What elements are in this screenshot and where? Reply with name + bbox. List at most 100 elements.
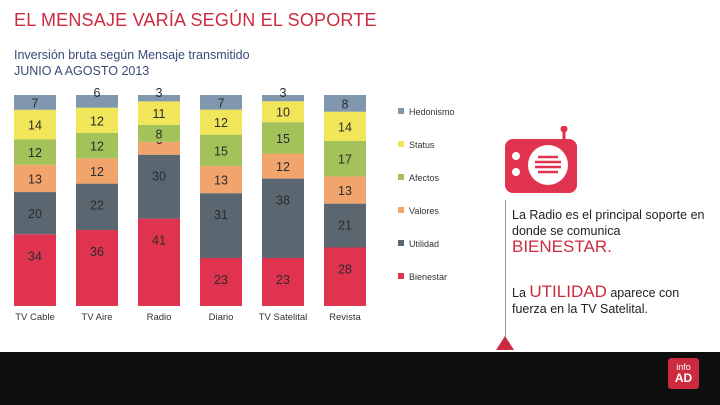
x-tick-label-radio: Radio — [147, 312, 172, 323]
bar-tv-satelital-bienestar — [262, 257, 304, 306]
data-label-radio-hedonismo: 3 — [156, 86, 163, 100]
data-label-tv-satelital-valores: 12 — [276, 160, 290, 174]
data-label-revista-hedonismo: 8 — [342, 97, 349, 111]
bar-tv-satelital-afectos — [262, 122, 304, 154]
chart-subtitle: Inversión bruta según Mensaje transmitid… — [14, 47, 250, 79]
bar-tv-aire-status — [76, 107, 118, 133]
logo-line-1: info — [676, 362, 691, 372]
bar-diario-valores — [200, 166, 242, 194]
satelital-callout-text: aparece con fuerza en la TV Satelital. — [512, 286, 680, 316]
x-tick-label-tv-cable: TV Cable — [15, 312, 55, 323]
bar-revista-hedonismo — [324, 95, 366, 112]
radio-callout-highlight: BIENESTAR. — [512, 237, 612, 256]
x-tick-label-tv-aire: TV Aire — [81, 312, 112, 323]
data-label-tv-aire-bienestar: 36 — [90, 245, 104, 259]
x-tick-label-revista: Revista — [329, 312, 361, 323]
legend-label-status: Status — [409, 140, 435, 150]
data-label-tv-satelital-status: 10 — [276, 106, 290, 120]
callout-divider — [505, 200, 506, 337]
up-arrow-icon — [496, 336, 514, 350]
bar-tv-satelital-utilidad — [262, 178, 304, 258]
satelital-callout: La UTILIDAD aparece con fuerza en la TV … — [512, 282, 712, 317]
bar-revista-valores — [324, 176, 366, 204]
data-label-tv-cable-status: 14 — [28, 119, 42, 133]
data-label-tv-satelital-bienestar: 23 — [276, 273, 290, 287]
data-label-revista-status: 14 — [338, 120, 352, 134]
bar-tv-cable-hedonismo — [14, 95, 56, 110]
legend-swatch-bienestar — [398, 273, 404, 279]
data-label-tv-satelital-utilidad: 38 — [276, 194, 290, 208]
legend-label-utilidad: Utilidad — [409, 239, 439, 249]
data-label-radio-afectos: 8 — [156, 127, 163, 141]
x-tick-label-diario: Diario — [209, 312, 234, 323]
bar-diario-afectos — [200, 134, 242, 167]
bar-radio-bienestar — [138, 218, 180, 306]
bar-diario-status — [200, 109, 242, 135]
data-label-tv-satelital-hedonismo: 3 — [280, 86, 287, 100]
radio-callout: La Radio es el principal soporte en dond… — [512, 207, 707, 256]
data-label-diario-bienestar: 23 — [214, 273, 228, 287]
bar-tv-satelital-hedonismo — [262, 95, 304, 102]
bar-radio-valores — [138, 141, 180, 155]
data-label-tv-cable-utilidad: 20 — [28, 207, 42, 221]
bar-tv-aire-afectos — [76, 132, 118, 159]
satelital-callout-prefix: La — [512, 286, 526, 300]
bar-tv-aire-bienestar — [76, 230, 118, 306]
data-label-tv-cable-hedonismo: 7 — [32, 96, 39, 110]
bar-diario-hedonismo — [200, 95, 242, 110]
data-label-diario-hedonismo: 7 — [218, 96, 225, 110]
data-label-tv-aire-hedonismo: 6 — [94, 86, 101, 100]
data-label-revista-bienestar: 28 — [338, 263, 352, 277]
logo-line-2: AD — [674, 371, 693, 385]
bar-diario-bienestar — [200, 257, 242, 306]
legend-swatch-status — [398, 141, 404, 147]
legend-label-hedonismo: Hedonismo — [409, 107, 455, 117]
data-label-tv-cable-afectos: 12 — [28, 146, 42, 160]
data-label-radio-status: 11 — [153, 107, 166, 121]
bar-tv-cable-status — [14, 109, 56, 140]
data-label-radio-bienestar: 41 — [152, 234, 166, 248]
x-tick-label-tv-satelital: TV Satelital — [259, 312, 308, 323]
bar-tv-cable-valores — [14, 164, 56, 193]
legend-label-bienestar: Bienestar — [409, 272, 447, 282]
data-label-tv-aire-afectos: 12 — [90, 140, 104, 154]
data-label-tv-satelital-afectos: 15 — [276, 132, 290, 146]
subtitle-line-1: Inversión bruta según Mensaje transmitid… — [14, 48, 250, 62]
data-label-diario-utilidad: 31 — [214, 208, 228, 222]
data-label-diario-afectos: 15 — [214, 144, 228, 158]
data-label-diario-valores: 13 — [214, 174, 228, 188]
stacked-bar-chart: 34 20 13 12 14 7 TV Cable 36 22 12 12 12 6 TV Aire 41 3… — [14, 86, 455, 323]
bar-revista-status — [324, 111, 366, 141]
bar-radio-afectos — [138, 124, 180, 142]
infoad-logo: info AD — [668, 358, 699, 389]
subtitle-line-2: JUNIO A AGOSTO 2013 — [14, 64, 150, 78]
bar-tv-aire-utilidad — [76, 183, 118, 231]
page-title: EL MENSAJE VARÍA SEGÚN EL SOPORTE — [14, 10, 377, 30]
data-label-tv-aire-status: 12 — [90, 114, 104, 128]
bar-revista-utilidad — [324, 203, 366, 248]
bar-tv-aire-valores — [76, 158, 118, 184]
legend-swatch-hedonismo — [398, 108, 404, 114]
bar-radio-status — [138, 101, 180, 125]
data-label-tv-aire-utilidad: 22 — [90, 199, 104, 213]
data-label-revista-afectos: 17 — [338, 153, 352, 167]
bar-tv-satelital-status — [262, 101, 304, 123]
bar-tv-cable-afectos — [14, 139, 56, 165]
bar-tv-satelital-valores — [262, 153, 304, 179]
bar-revista-bienestar — [324, 247, 366, 306]
data-label-revista-valores: 13 — [338, 184, 352, 198]
data-label-tv-cable-bienestar: 34 — [28, 249, 42, 263]
data-label-tv-aire-valores: 12 — [90, 165, 104, 179]
bar-radio-hedonismo — [138, 95, 180, 102]
bar-tv-aire-hedonismo — [76, 95, 118, 108]
legend-swatch-utilidad — [398, 240, 404, 246]
data-label-diario-status: 12 — [214, 116, 228, 130]
legend-swatch-afectos — [398, 174, 404, 180]
legend-label-valores: Valores — [409, 206, 439, 216]
data-label-radio-utilidad: 30 — [152, 170, 166, 184]
footer-bar — [0, 352, 720, 405]
satelital-callout-highlight: UTILIDAD — [529, 282, 607, 301]
radio-icon — [505, 126, 577, 193]
data-label-revista-utilidad: 21 — [338, 219, 352, 233]
bar-tv-cable-bienestar — [14, 234, 56, 306]
